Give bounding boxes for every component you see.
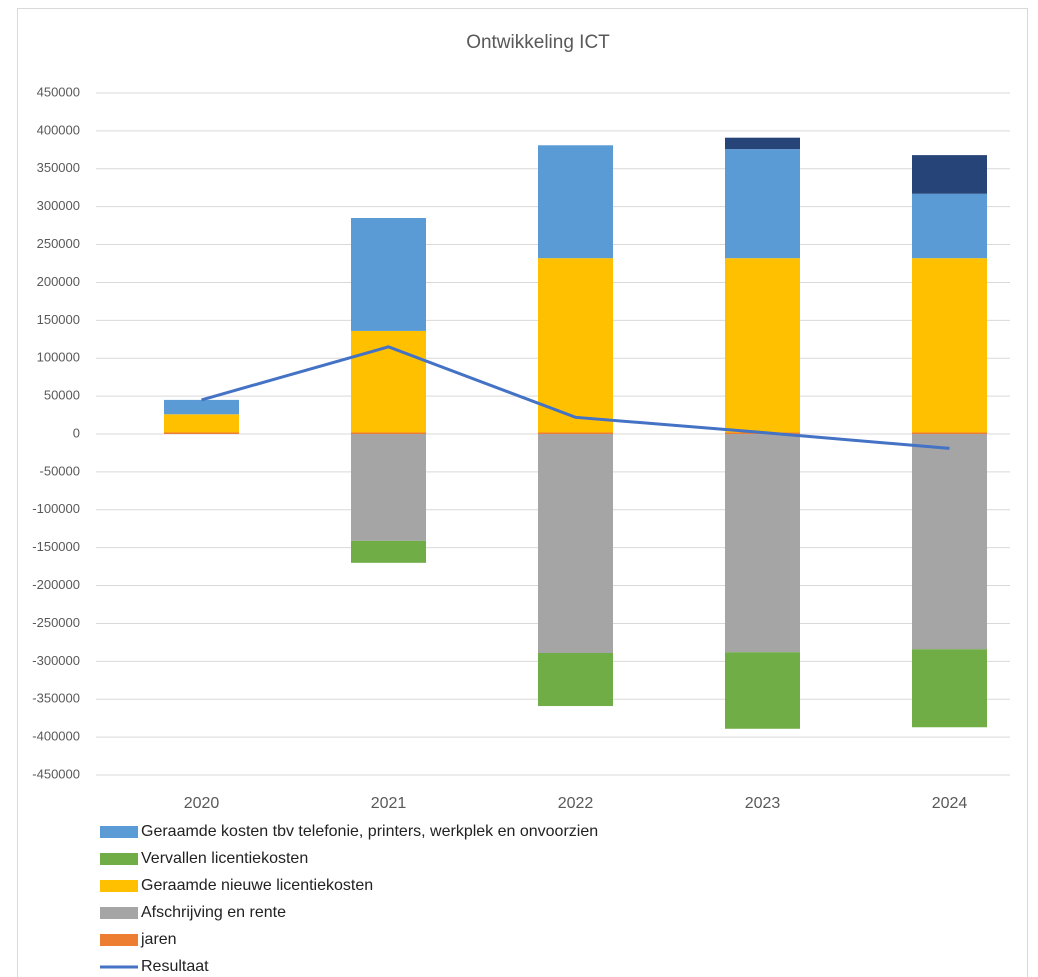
bar-segment — [538, 432, 613, 434]
bar-segment — [538, 652, 613, 707]
y-tick-label: 100000 — [37, 350, 80, 365]
y-tick-label: -350000 — [32, 691, 80, 706]
bar-segment — [351, 434, 426, 541]
bar-segment — [351, 432, 426, 434]
bar-segment — [912, 649, 987, 728]
x-tick-label: 2022 — [558, 795, 594, 812]
x-tick-label: 2024 — [932, 795, 968, 812]
y-tick-label: 0 — [73, 425, 80, 440]
y-tick-label: -100000 — [32, 501, 80, 516]
y-tick-label: -50000 — [40, 463, 80, 478]
bar-segment — [725, 137, 800, 150]
y-tick-label: 250000 — [37, 236, 80, 251]
legend-label: Vervallen licentiekosten — [141, 850, 308, 867]
y-tick-label: -150000 — [32, 539, 80, 554]
bar-segment — [912, 155, 987, 194]
line-series — [201, 345, 950, 450]
bar-segment — [538, 434, 613, 653]
bar-segment — [164, 432, 239, 434]
legend-swatch — [100, 826, 138, 838]
bar-segment — [351, 540, 426, 563]
legend-swatch — [100, 907, 138, 919]
bar-segment — [912, 193, 987, 259]
bar-segment — [912, 434, 987, 650]
y-tick-label: -450000 — [32, 766, 80, 781]
y-tick-label: 50000 — [44, 388, 80, 403]
y-tick-label: 400000 — [37, 122, 80, 137]
bar-segment — [912, 432, 987, 434]
bar-segment — [538, 145, 613, 259]
y-tick-label: 450000 — [37, 84, 80, 99]
chart-title: Ontwikkeling ICT — [466, 32, 610, 53]
y-tick-label: 350000 — [37, 160, 80, 175]
bar-segment — [912, 258, 987, 433]
y-tick-label: 200000 — [37, 274, 80, 289]
y-tick-label: -250000 — [32, 615, 80, 630]
legend-label: Resultaat — [141, 958, 209, 975]
x-tick-label: 2021 — [371, 795, 407, 812]
bar-segment — [725, 652, 800, 729]
legend-label: Geraamde nieuwe licentiekosten — [141, 877, 373, 894]
bar-segment — [164, 414, 239, 433]
x-tick-label: 2023 — [745, 795, 781, 812]
legend-swatch — [100, 934, 138, 946]
bar-segment — [725, 258, 800, 433]
bar-segment — [351, 218, 426, 331]
legend-label: jaren — [140, 931, 177, 948]
y-tick-label: -400000 — [32, 729, 80, 744]
bar-segment — [164, 399, 239, 415]
x-tick-label: 2020 — [184, 795, 220, 812]
y-tick-label: -200000 — [32, 577, 80, 592]
legend-swatch — [100, 853, 138, 865]
legend-label: Geraamde kosten tbv telefonie, printers,… — [141, 823, 598, 840]
y-tick-label: -300000 — [32, 653, 80, 668]
legend-label: Afschrijving en rente — [141, 904, 286, 921]
legend-swatch — [100, 880, 138, 892]
chart-frame — [17, 8, 1028, 977]
bar-segment — [725, 434, 800, 653]
y-tick-label: 300000 — [37, 198, 80, 213]
y-tick-label: 150000 — [37, 312, 80, 327]
bar-segment — [538, 258, 613, 433]
bar-segment — [725, 149, 800, 259]
